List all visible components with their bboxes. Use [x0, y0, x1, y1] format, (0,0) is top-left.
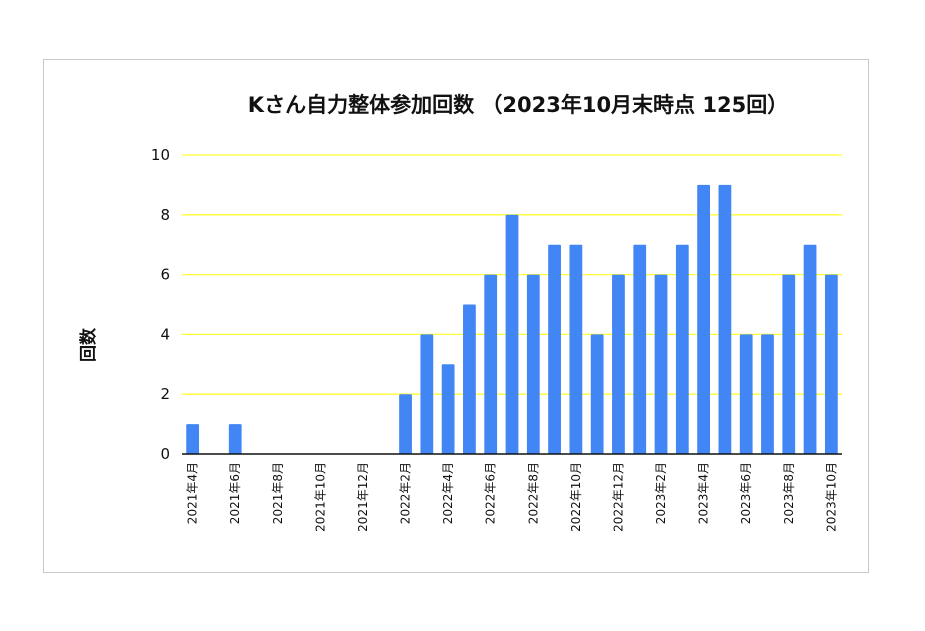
x-tick-label: 2022年10月: [569, 462, 583, 532]
x-tick-label: 2021年12月: [356, 462, 370, 532]
x-tick-label: 2023年4月: [697, 462, 711, 524]
x-tick-labels: 2021年4月 2021年6月 2021年8月 2021年10月 2021年12月 202…: [186, 462, 839, 532]
bar: [569, 244, 583, 454]
y-tick-label: 6: [160, 266, 170, 284]
x-tick-label: 2022年8月: [526, 462, 540, 524]
bar: [761, 334, 774, 454]
bar: [399, 394, 412, 454]
x-tick-label: 2021年6月: [228, 462, 242, 524]
bar: [654, 274, 668, 454]
bar: [612, 274, 625, 454]
x-tick-label: 2023年2月: [654, 462, 668, 524]
bar: [739, 334, 753, 454]
bar: [186, 424, 200, 454]
x-tick-label: 2021年4月: [186, 462, 200, 524]
x-tick-label: 2022年4月: [441, 462, 455, 524]
x-tick-label: 2023年8月: [782, 462, 796, 524]
x-tick-label: 2021年8月: [271, 462, 285, 524]
bars: [186, 184, 838, 454]
bar: [463, 304, 476, 454]
bar: [718, 184, 732, 454]
y-tick-label: 2: [160, 385, 170, 403]
y-tick-labels: 0 2 4 6 8 10: [151, 146, 170, 463]
bar: [505, 214, 519, 454]
bar: [590, 334, 604, 454]
x-tick-label: 2023年6月: [739, 462, 753, 524]
chart-frame: [43, 59, 869, 573]
x-tick-label: 2023年10月: [824, 462, 838, 532]
bar: [548, 244, 561, 454]
y-tick-label: 8: [160, 206, 170, 224]
bar: [441, 364, 455, 454]
bar: [824, 274, 838, 454]
y-tick-label: 0: [160, 445, 170, 463]
chart-title: Kさん自力整体参加回数 （2023年10月末時点 125回）: [248, 93, 788, 117]
bar: [228, 424, 242, 454]
bar: [484, 274, 498, 454]
y-tick-label: 4: [160, 325, 170, 343]
bar: [633, 244, 647, 454]
bar: [420, 334, 434, 454]
bar: [526, 274, 540, 454]
y-axis-label: 回数: [78, 327, 99, 362]
bar: [675, 244, 689, 454]
x-tick-label: 2022年6月: [484, 462, 498, 524]
x-tick-label: 2022年2月: [399, 462, 413, 524]
bar: [697, 184, 710, 454]
x-tick-label: 2022年12月: [611, 462, 625, 532]
bar: [782, 274, 796, 454]
bar: [803, 244, 817, 454]
x-tick-label: 2021年10月: [313, 462, 327, 532]
y-tick-label: 10: [151, 146, 170, 164]
